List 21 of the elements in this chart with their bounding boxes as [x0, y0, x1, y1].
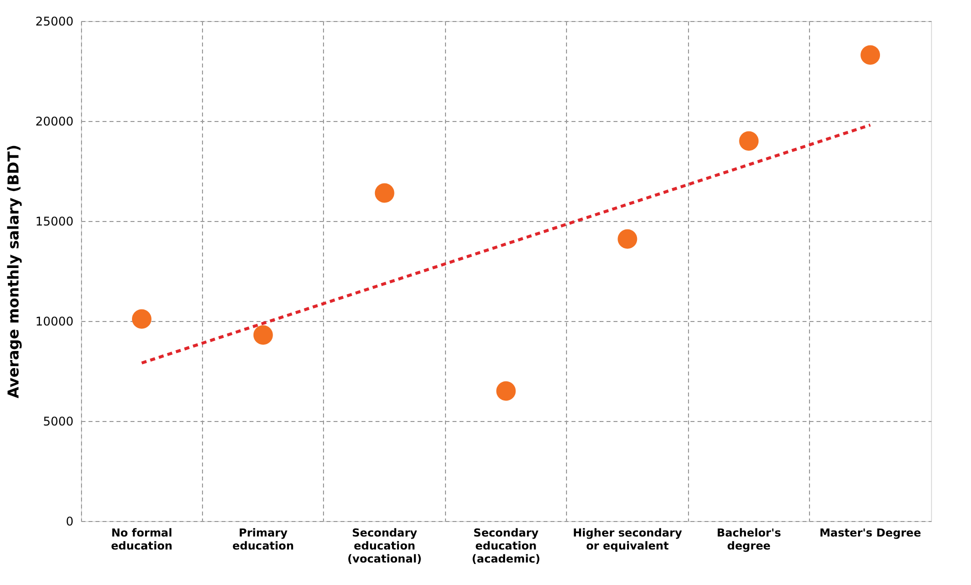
x-tick-label: Bachelor's degree — [716, 526, 782, 552]
point — [253, 325, 273, 345]
x-tick-label: Higher secondary or equivalent — [572, 526, 682, 552]
point — [860, 45, 880, 65]
y-tick-label: 0 — [66, 514, 74, 528]
x-tick-label: Secondary education (academic) — [472, 526, 540, 566]
y-tick-label: 5000 — [42, 414, 74, 428]
point — [496, 381, 516, 401]
x-tick-label: Secondary education (vocational) — [347, 526, 422, 566]
y-tick-label: 25000 — [35, 14, 74, 28]
x-tick-label: Master's Degree — [819, 526, 922, 540]
y-tick-label: 15000 — [35, 214, 74, 228]
point — [374, 183, 394, 203]
point — [132, 309, 152, 329]
point — [618, 229, 638, 249]
x-tick-label: Primary education — [232, 526, 294, 552]
y-axis-title: Average monthly salary (BDT) — [4, 144, 22, 398]
y-tick-label: 20000 — [35, 114, 74, 128]
point — [739, 131, 759, 151]
y-tick-label: 10000 — [35, 314, 74, 328]
x-tick-label: No formal education — [110, 526, 172, 552]
